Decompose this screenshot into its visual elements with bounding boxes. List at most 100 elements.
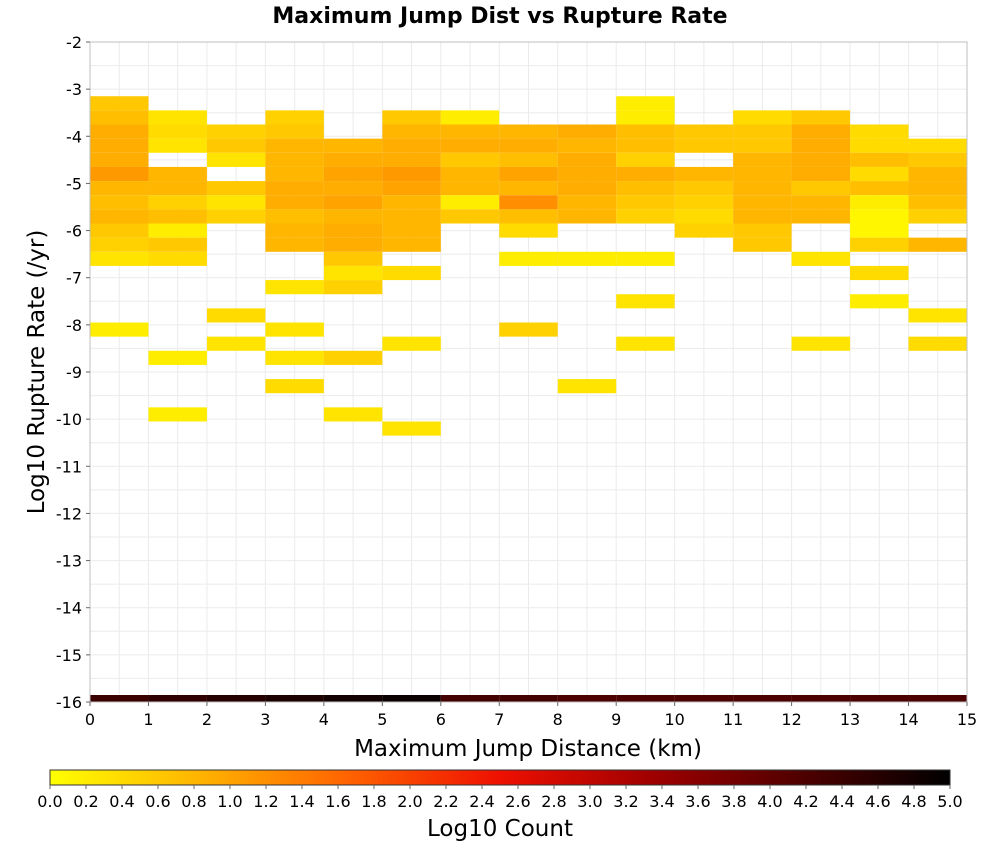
colorbar-tick-label: 4.0 xyxy=(757,792,782,811)
heatmap-cell xyxy=(499,195,558,210)
heatmap-cell xyxy=(265,124,324,139)
x-tick-label: 4 xyxy=(319,710,329,729)
heatmap-cell xyxy=(733,166,792,182)
heatmap-cell xyxy=(148,251,207,266)
colorbar-tick-label: 3.4 xyxy=(649,792,674,811)
heatmap-cell xyxy=(265,152,324,167)
heatmap-cell xyxy=(148,209,207,224)
heatmap-cell xyxy=(499,138,558,153)
heatmap-cell xyxy=(323,350,383,365)
x-tick-label: 2 xyxy=(202,710,212,729)
heatmap-cell xyxy=(148,181,207,196)
heatmap-cell xyxy=(323,407,383,422)
heatmap-cells xyxy=(90,96,967,702)
heatmap-cell xyxy=(206,336,266,351)
heatmap-cell xyxy=(791,181,851,196)
x-tick-label: 9 xyxy=(611,710,621,729)
x-axis-ticks: 0 1 2 3 4 5 6 7 8 9 10 11 12 13 14 15 xyxy=(85,702,977,729)
heatmap-cell xyxy=(499,152,558,167)
heatmap-cell xyxy=(908,209,967,224)
x-tick-label: 12 xyxy=(781,710,801,729)
heatmap-cell xyxy=(908,308,967,323)
heatmap-cell xyxy=(323,152,383,167)
heatmap-cell xyxy=(616,152,675,167)
heatmap-cell xyxy=(206,308,266,323)
colorbar-tick-label: 0.0 xyxy=(37,792,62,811)
heatmap-cell xyxy=(908,181,967,196)
colorbar-tick-label: 1.6 xyxy=(325,792,350,811)
y-tick-label: -13 xyxy=(56,552,82,571)
heatmap-cell xyxy=(674,124,734,139)
heatmap-cell xyxy=(791,251,851,266)
heatmap-bottom-cell xyxy=(323,695,383,702)
heatmap-cell xyxy=(382,181,441,196)
heatmap-cell xyxy=(791,110,851,125)
y-tick-label: -10 xyxy=(56,410,82,429)
heatmap-cell xyxy=(382,237,441,252)
heatmap-bottom-cell xyxy=(90,695,149,702)
heatmap-cell xyxy=(265,237,324,252)
heatmap-cell xyxy=(148,110,207,125)
heatmap-cell xyxy=(499,322,558,337)
heatmap-cell xyxy=(733,152,792,167)
colorbar-tick-label: 2.4 xyxy=(469,792,494,811)
heatmap-cell xyxy=(674,195,734,210)
heatmap-cell xyxy=(265,350,324,365)
y-tick-label: -9 xyxy=(66,363,82,382)
colorbar-tick-label: 3.8 xyxy=(721,792,746,811)
heatmap-cell xyxy=(850,237,909,252)
y-tick-label: -4 xyxy=(66,127,82,146)
heatmap-bottom-cell xyxy=(733,695,792,702)
heatmap-cell xyxy=(616,336,675,351)
colorbar xyxy=(49,769,951,786)
heatmap-cell xyxy=(148,138,207,153)
heatmap-cell xyxy=(499,166,558,182)
heatmap-cell xyxy=(908,237,967,252)
heatmap-bottom-cell xyxy=(616,695,675,702)
colorbar-tick-label: 0.8 xyxy=(181,792,206,811)
colorbar-tick-label: 0.2 xyxy=(73,792,98,811)
heatmap-cell xyxy=(791,195,851,210)
colorbar-ticks: 0.0 0.2 0.4 0.6 0.8 1.0 1.2 1.4 1.6 1.8 2.0 2.2 2.4 2… xyxy=(37,785,963,811)
colorbar-tick-label: 3.0 xyxy=(577,792,602,811)
y-tick-label: -3 xyxy=(66,80,82,99)
heatmap-cell xyxy=(90,166,149,182)
heatmap-cell xyxy=(850,195,909,210)
heatmap-cell xyxy=(733,209,792,224)
heatmap-cell xyxy=(616,110,675,125)
x-tick-label: 3 xyxy=(260,710,270,729)
heatmap-cell xyxy=(90,223,149,238)
colorbar-tick-label: 1.2 xyxy=(253,792,278,811)
heatmap-cell xyxy=(323,166,383,182)
heatmap-cell xyxy=(499,251,558,266)
heatmap-cell xyxy=(557,195,617,210)
heatmap-cell xyxy=(440,181,500,196)
heatmap-cell xyxy=(90,138,149,153)
heatmap-cell xyxy=(674,138,734,153)
heatmap-cell xyxy=(616,96,675,111)
heatmap-bottom-cell xyxy=(148,695,207,702)
heatmap-cell xyxy=(323,237,383,252)
colorbar-tick-label: 4.4 xyxy=(829,792,854,811)
heatmap-cell xyxy=(616,294,675,309)
heatmap-cell xyxy=(323,138,383,153)
colorbar-tick-label: 1.0 xyxy=(217,792,242,811)
heatmap-cell xyxy=(440,124,500,139)
y-tick-label: -8 xyxy=(66,316,82,335)
x-tick-label: 0 xyxy=(85,710,95,729)
chart-title: Maximum Jump Dist vs Rupture Rate xyxy=(272,4,727,29)
colorbar-tick-label: 3.6 xyxy=(685,792,710,811)
heatmap-bottom-cell xyxy=(265,695,324,702)
heatmap-cell xyxy=(148,195,207,210)
heatmap-cell xyxy=(90,209,149,224)
heatmap-cell xyxy=(440,110,500,125)
heatmap-cell xyxy=(499,181,558,196)
heatmap-cell xyxy=(265,166,324,182)
heatmap-cell xyxy=(382,336,441,351)
heatmap-cell xyxy=(206,138,266,153)
heatmap-cell xyxy=(265,322,324,337)
heatmap-cell xyxy=(148,350,207,365)
heatmap-cell xyxy=(265,209,324,224)
heatmap-cell xyxy=(148,166,207,182)
